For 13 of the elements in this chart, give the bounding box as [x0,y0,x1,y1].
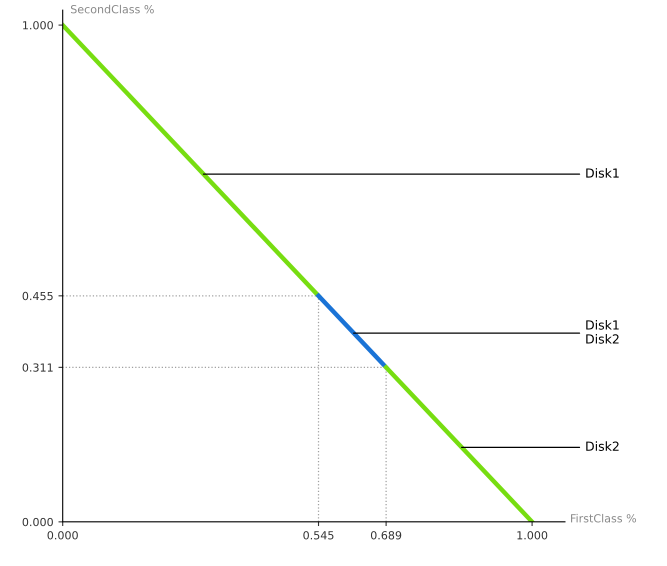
y-tick-label: 0.311 [22,363,53,372]
x-tick-label: 0.000 [48,531,78,540]
y-axis-title: SecondClass % [70,4,154,14]
y-tick-label: 0.455 [22,292,53,300]
annotation: Disk1 [586,168,619,178]
x-tick-label: 1.000 [517,531,548,540]
annotation: Disk1 Disk2 [586,320,619,344]
y-tick-label: 1.000 [23,21,53,30]
x-tick-label: 0.689 [370,531,402,540]
x-axis-title: FirstClass % [571,514,636,523]
x-tick-label: 0.545 [303,531,334,540]
annotation: Disk2 [586,441,619,451]
y-tick-label: 0.000 [22,518,53,526]
